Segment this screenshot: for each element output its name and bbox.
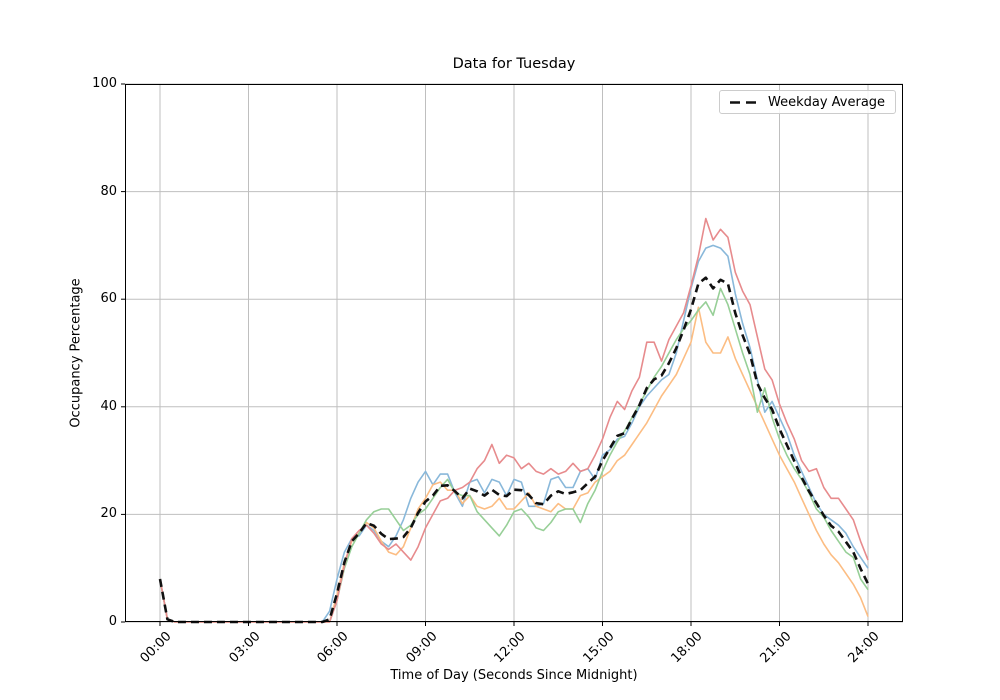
axes-spines xyxy=(125,84,903,622)
y-tick-label: 60 xyxy=(100,291,117,307)
x-axis-label: Time of Day (Seconds Since Midnight) xyxy=(390,668,638,683)
y-tick-label: 100 xyxy=(92,76,117,91)
y-tick-label: 80 xyxy=(100,183,117,199)
x-tick-label: 06:00 xyxy=(314,629,352,667)
x-tick-label: 21:00 xyxy=(757,629,795,667)
x-tick-label: 09:00 xyxy=(403,629,441,667)
chart-title: Data for Tuesday xyxy=(452,56,576,72)
legend: Weekday Average xyxy=(719,90,897,114)
y-axis-tick-labels: 0 20 40 60 80 100 xyxy=(69,76,117,629)
dashed-line-sample xyxy=(730,100,758,104)
x-tick-label: 00:00 xyxy=(137,629,175,667)
x-tick-label: 12:00 xyxy=(491,629,529,667)
y-tick-label: 40 xyxy=(100,398,117,414)
y-tick-label: 20 xyxy=(100,506,117,522)
plot-area: 0 20 40 60 80 100 00:00 03:00 06:00 09:00 12:00 15… xyxy=(92,76,903,666)
x-tick-label: 24:00 xyxy=(845,629,883,667)
x-tick-label: 18:00 xyxy=(668,629,706,667)
x-tick-label: 03:00 xyxy=(226,629,264,667)
y-tick-label: 0 xyxy=(108,614,117,629)
x-tick-label: 15:00 xyxy=(580,629,618,667)
legend-label: Weekday Average xyxy=(768,94,886,110)
chart-canvas xyxy=(121,83,903,626)
